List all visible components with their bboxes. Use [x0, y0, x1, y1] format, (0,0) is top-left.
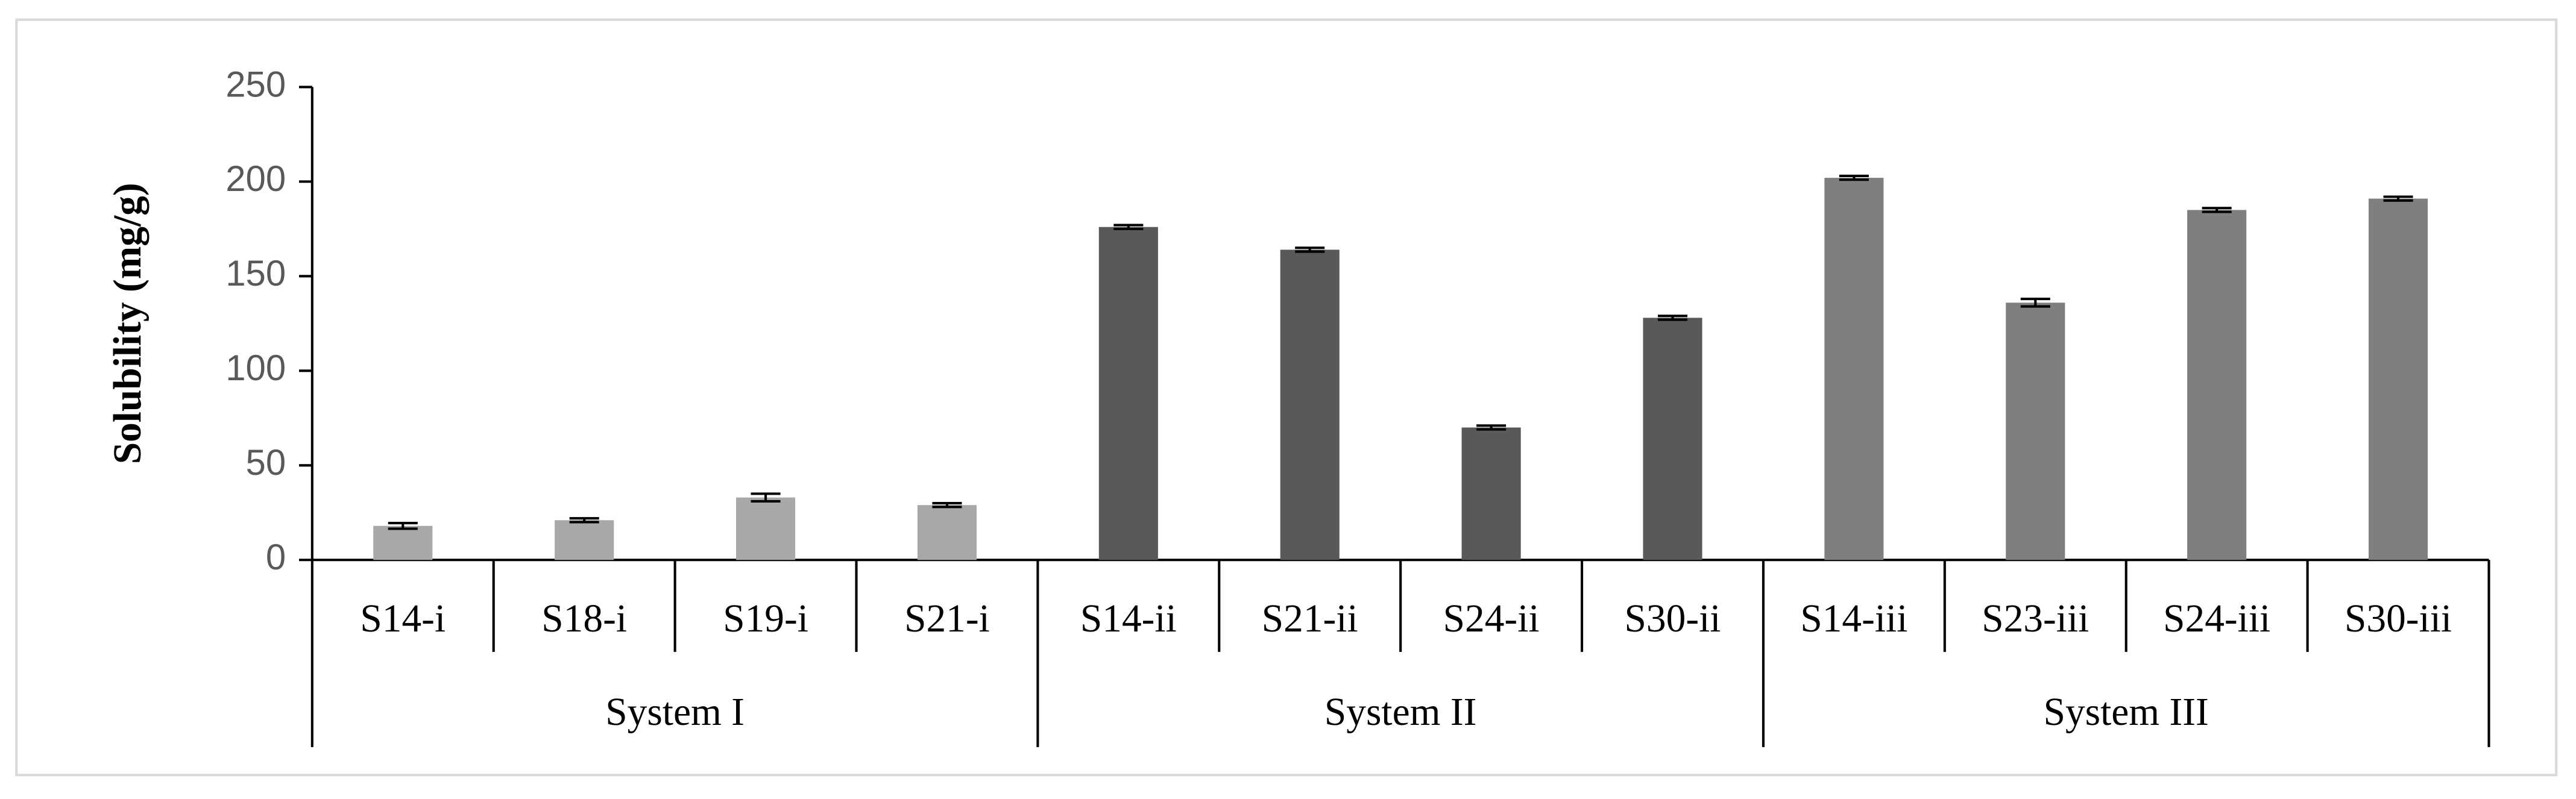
error-bar [569, 517, 599, 524]
bar [2369, 198, 2428, 560]
bar [1824, 178, 1884, 560]
bar [555, 520, 614, 560]
y-tick-label: 200 [225, 158, 286, 199]
error-bar [1476, 424, 1507, 431]
x-tick-label: S21-ii [1262, 597, 1358, 641]
bar [1280, 249, 1340, 560]
x-tick-label: S24-ii [1443, 597, 1540, 641]
group-label: System I [605, 691, 745, 734]
y-tick-label: 250 [225, 64, 286, 104]
bar [1643, 318, 1702, 560]
y-tick-label: 150 [225, 253, 286, 293]
x-tick-label: S18-i [541, 597, 627, 641]
bar [1098, 227, 1158, 560]
x-tick-label: S23-iii [1982, 597, 2089, 641]
error-bar [1113, 224, 1144, 230]
y-tick-label: 50 [246, 442, 286, 483]
x-tick-label: S19-i [723, 597, 808, 641]
x-tick-label: S14-i [360, 597, 446, 641]
error-bar [1839, 174, 1869, 181]
x-tick-label: S24-iii [2163, 597, 2270, 641]
y-axis-title: Solubility (mg/g) [106, 183, 150, 464]
x-tick-label: S14-ii [1080, 597, 1177, 641]
group-label: System II [1324, 691, 1476, 734]
error-bar [2383, 195, 2413, 202]
bar [917, 505, 977, 560]
error-bar [2020, 297, 2050, 308]
error-bar [932, 502, 962, 509]
x-tick-label: S30-ii [1625, 597, 1721, 641]
error-bar [751, 492, 781, 503]
error-bar [1657, 315, 1688, 321]
bar [2187, 210, 2247, 560]
error-bar [1295, 246, 1325, 253]
y-tick-label: 0 [266, 537, 286, 577]
error-bar [2202, 207, 2232, 213]
group-label: System III [2044, 691, 2209, 734]
x-tick-label: S21-i [904, 597, 990, 641]
error-bar [388, 521, 418, 530]
x-tick-label: S14-iii [1800, 597, 1907, 641]
bar [2006, 302, 2065, 560]
bar [1461, 427, 1521, 560]
bar [373, 525, 433, 560]
y-tick-label: 100 [225, 348, 286, 388]
x-tick-label: S30-iii [2345, 597, 2452, 641]
bar [736, 497, 796, 560]
